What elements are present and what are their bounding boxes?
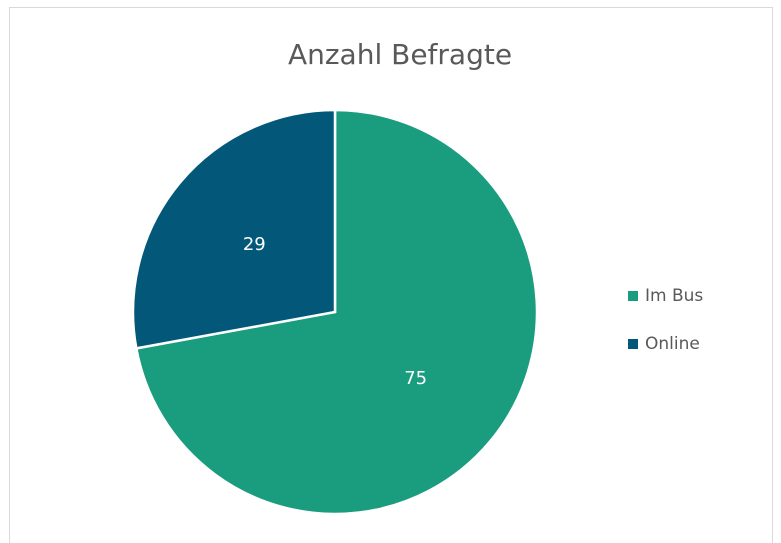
legend-swatch	[628, 339, 638, 349]
legend-label: Online	[645, 334, 700, 354]
data-label: 29	[243, 234, 266, 255]
legend-label: Im Bus	[645, 286, 703, 306]
pie-slice	[131, 108, 337, 350]
legend-swatch	[628, 291, 638, 301]
data-label: 75	[404, 368, 427, 389]
pie-slice	[134, 108, 539, 516]
chart-frame	[9, 7, 773, 543]
chart-title: Anzahl Befragte	[288, 38, 512, 71]
